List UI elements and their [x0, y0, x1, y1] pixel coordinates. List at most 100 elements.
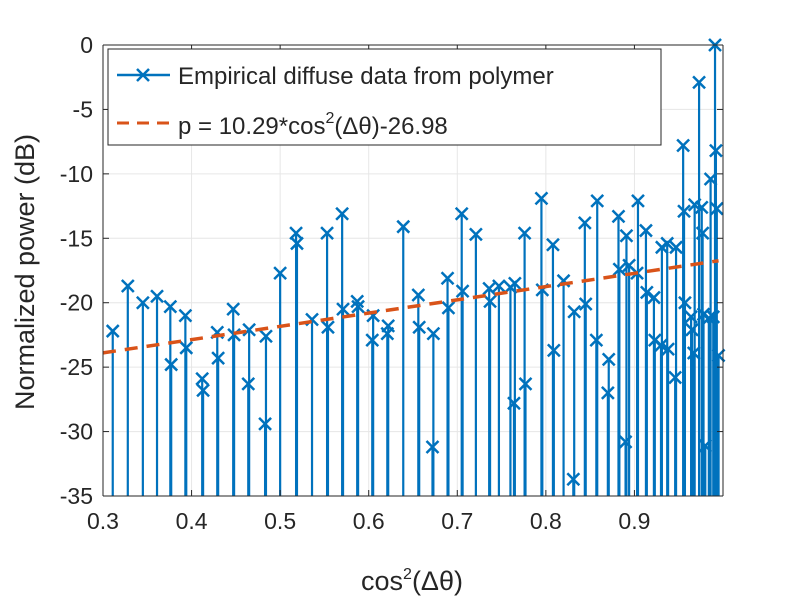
- data-point-marker: [178, 308, 193, 323]
- stem-series: [105, 38, 726, 496]
- data-point-marker: [694, 200, 709, 215]
- data-point-marker: [441, 300, 456, 315]
- data-point-marker: [335, 206, 350, 221]
- data-point-marker: [684, 310, 698, 324]
- data-point-marker: [492, 279, 506, 293]
- data-point-marker: [661, 342, 675, 356]
- data-point-marker: [350, 294, 365, 309]
- x-axis-label: cos2(Δθ): [361, 566, 463, 596]
- data-point-marker: [601, 352, 616, 367]
- data-point-marker: [412, 320, 427, 335]
- data-point-marker: [678, 295, 692, 310]
- data-point-marker: [469, 227, 483, 242]
- legend-marker-x: [136, 68, 150, 82]
- data-point-marker: [517, 226, 532, 241]
- data-point-marker: [426, 326, 441, 341]
- data-point-marker: [701, 311, 716, 326]
- data-point-marker: [546, 237, 560, 252]
- x-tick-label: 0.5: [264, 508, 296, 534]
- x-tick-label: 0.8: [530, 508, 562, 534]
- data-point-marker: [709, 201, 724, 216]
- y-tick-label: -35: [60, 483, 93, 509]
- data-point-marker: [567, 304, 582, 319]
- data-point-marker: [654, 338, 668, 353]
- y-tick-label: -25: [60, 354, 93, 380]
- y-tick-label: -10: [60, 161, 93, 187]
- data-point-marker: [259, 329, 273, 344]
- data-point-marker: [686, 346, 701, 360]
- y-axis-label: Normalized power (dB): [10, 134, 40, 410]
- data-point-marker: [455, 284, 470, 299]
- data-point-marker: [396, 219, 411, 234]
- data-point-marker: [695, 226, 710, 241]
- data-point-marker: [507, 276, 522, 291]
- data-point-marker: [482, 281, 497, 296]
- data-point-marker: [440, 271, 455, 286]
- data-point-marker: [365, 333, 380, 347]
- x-axis-label-sup: 2: [403, 566, 412, 583]
- axes: [102, 44, 724, 497]
- data-point-marker: [639, 223, 653, 238]
- data-point-marker: [578, 297, 593, 311]
- y-tick-label: -30: [60, 419, 93, 445]
- y-tick-label: -15: [60, 225, 93, 251]
- data-point-marker: [660, 236, 675, 251]
- data-point-marker: [507, 396, 521, 411]
- data-point-marker: [618, 434, 633, 449]
- data-point-marker: [425, 440, 440, 454]
- data-point-marker: [619, 228, 634, 243]
- data-point-marker: [668, 370, 683, 385]
- data-point-marker: [566, 472, 581, 487]
- data-point-marker: [196, 383, 210, 398]
- data-point-marker: [163, 299, 178, 314]
- data-point-marker: [273, 266, 288, 280]
- data-point-marker: [195, 371, 210, 386]
- data-point-marker: [150, 289, 164, 304]
- x-tick-label: 0.3: [87, 508, 119, 534]
- data-point-marker: [483, 294, 497, 309]
- data-point-marker: [226, 302, 241, 317]
- legend-label-fit: p = 10.29*cos2(Δθ)-26.98: [178, 110, 448, 140]
- x-tick-label: 0.9: [618, 508, 650, 534]
- data-point-marker: [321, 320, 335, 335]
- x-tick-label: 0.6: [353, 508, 385, 534]
- data-point-marker: [534, 191, 549, 206]
- x-tick-label: 0.7: [441, 508, 473, 534]
- data-point-marker: [381, 319, 396, 333]
- data-point-marker: [241, 377, 256, 391]
- data-point-marker: [577, 215, 592, 230]
- legend-label-fit-pre: p = 10.29*cos: [178, 113, 325, 140]
- data-point-marker: [669, 240, 683, 255]
- data-point-marker: [706, 310, 721, 324]
- y-tick-label: -20: [60, 290, 93, 316]
- data-point-marker: [546, 343, 561, 358]
- data-point-marker: [709, 143, 723, 158]
- data-point-marker: [647, 290, 661, 305]
- data-point-marker: [351, 299, 365, 314]
- data-point-marker: [631, 194, 645, 208]
- data-point-marker: [105, 324, 120, 338]
- data-point-marker: [685, 322, 699, 337]
- legend-label-fit-sup: 2: [325, 110, 334, 127]
- data-point-marker: [135, 295, 150, 310]
- data-point-marker: [411, 288, 426, 302]
- data-point-marker: [698, 438, 713, 453]
- data-point-marker: [676, 138, 691, 153]
- data-point-marker: [600, 386, 615, 400]
- data-point-marker: [258, 416, 272, 431]
- data-point-marker: [336, 302, 350, 317]
- data-point-marker: [179, 340, 194, 355]
- fit-series: [102, 258, 719, 355]
- data-point-marker: [590, 194, 605, 208]
- data-point-marker: [454, 206, 469, 221]
- y-tick-label: 0: [80, 32, 93, 58]
- y-tick-label: -5: [73, 96, 93, 122]
- x-tick-label: 0.4: [176, 508, 208, 534]
- data-point-marker: [211, 351, 226, 366]
- legend-box: [107, 48, 662, 146]
- data-point-marker: [677, 204, 691, 219]
- x-axis-label-pre: cos: [361, 566, 403, 596]
- tick-labels: 0.3 0.4 0.5 0.6 0.7 0.8 0.9 0 -5 -10 -15 -20 -25 -30 -…: [60, 32, 651, 534]
- x-axis-label-post: (Δθ): [412, 566, 463, 596]
